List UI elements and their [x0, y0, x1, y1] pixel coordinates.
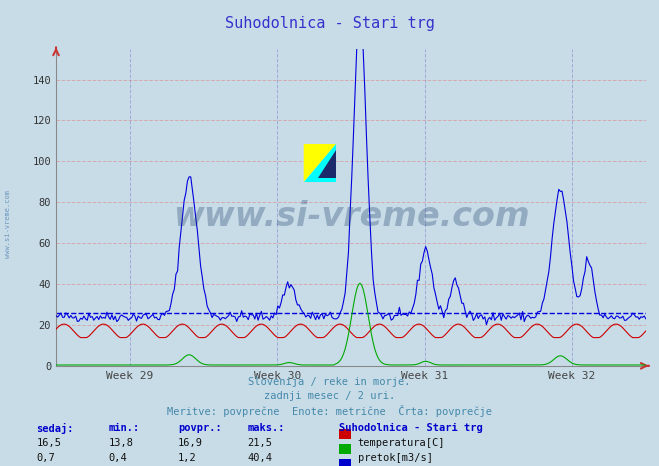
Text: 0,7: 0,7 — [36, 453, 55, 463]
Polygon shape — [318, 150, 336, 178]
Text: pretok[m3/s]: pretok[m3/s] — [358, 453, 433, 463]
Text: 21,5: 21,5 — [247, 438, 272, 448]
Text: 16,9: 16,9 — [178, 438, 203, 448]
Text: Suhodolnica - Stari trg: Suhodolnica - Stari trg — [225, 16, 434, 31]
Text: Suhodolnica - Stari trg: Suhodolnica - Stari trg — [339, 423, 483, 433]
Text: www.si-vreme.com: www.si-vreme.com — [5, 190, 11, 258]
Polygon shape — [304, 144, 336, 182]
Text: Slovenija / reke in morje.: Slovenija / reke in morje. — [248, 377, 411, 387]
Text: povpr.:: povpr.: — [178, 423, 221, 433]
Text: 40,4: 40,4 — [247, 453, 272, 463]
Text: min.:: min.: — [109, 423, 140, 433]
Text: sedaj:: sedaj: — [36, 423, 74, 434]
Text: 16,5: 16,5 — [36, 438, 61, 448]
Text: www.si-vreme.com: www.si-vreme.com — [173, 200, 529, 233]
Text: temperatura[C]: temperatura[C] — [358, 438, 445, 448]
Polygon shape — [304, 144, 336, 182]
Text: 1,2: 1,2 — [178, 453, 196, 463]
Text: 0,4: 0,4 — [109, 453, 127, 463]
Text: Meritve: povprečne  Enote: metrične  Črta: povprečje: Meritve: povprečne Enote: metrične Črta:… — [167, 405, 492, 418]
Text: 13,8: 13,8 — [109, 438, 134, 448]
Text: zadnji mesec / 2 uri.: zadnji mesec / 2 uri. — [264, 391, 395, 401]
Text: maks.:: maks.: — [247, 423, 285, 433]
